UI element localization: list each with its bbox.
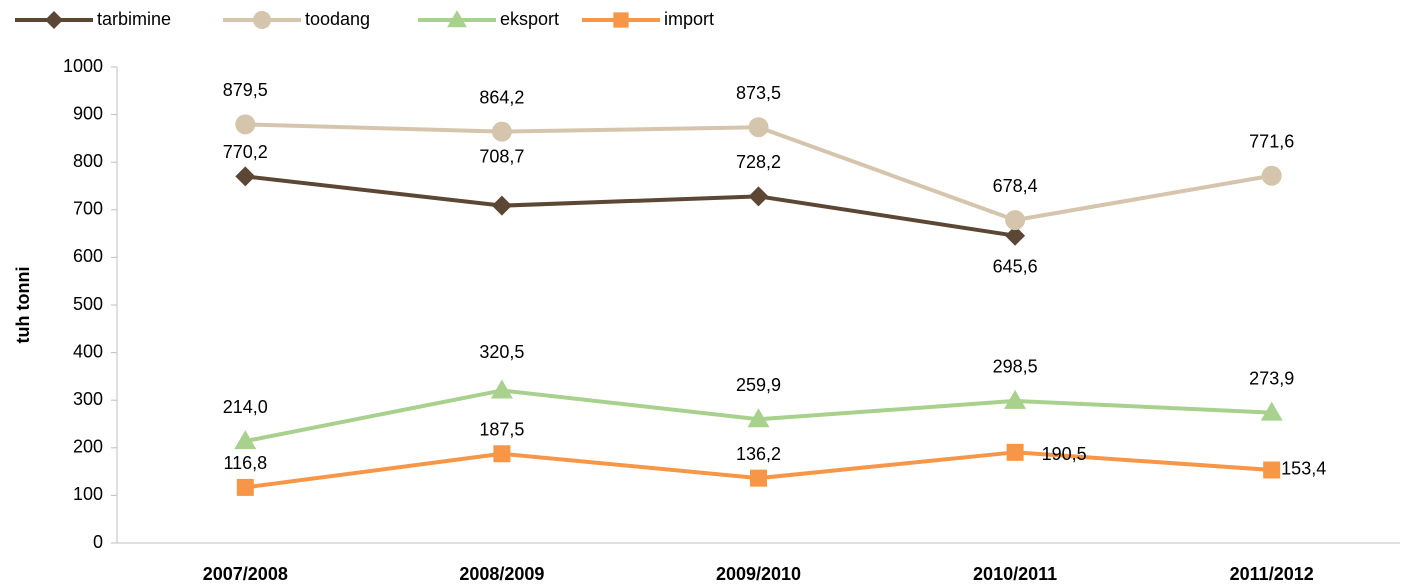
y-tick-label: 700 — [73, 199, 103, 219]
y-tick-label: 500 — [73, 294, 103, 314]
marker — [490, 379, 513, 399]
x-tick-label: 2011/2012 — [1230, 564, 1314, 584]
marker — [1004, 389, 1027, 409]
data-label: 771,6 — [1249, 131, 1294, 151]
data-label: 298,5 — [993, 357, 1038, 377]
data-label: 864,2 — [479, 87, 524, 107]
x-tick-label: 2010/2011 — [973, 564, 1057, 584]
marker — [1005, 225, 1026, 246]
marker — [747, 408, 770, 428]
y-tick-label: 200 — [73, 437, 103, 457]
data-label: 645,6 — [993, 256, 1038, 276]
data-label: 708,7 — [479, 146, 524, 166]
data-label: 873,5 — [736, 83, 781, 103]
legend-label: import — [664, 9, 714, 29]
data-label: 678,4 — [993, 176, 1038, 196]
marker — [236, 478, 254, 496]
series-line — [245, 174, 1016, 238]
y-axis-title: tuh tonni — [13, 267, 33, 344]
data-label: 728,2 — [736, 152, 781, 172]
y-tick-label: 300 — [73, 389, 103, 409]
marker — [447, 10, 467, 28]
y-tick-label: 600 — [73, 246, 103, 266]
data-label: 153,4 — [1281, 459, 1326, 479]
marker — [1260, 401, 1283, 421]
x-tick-label: 2007/2008 — [203, 564, 288, 584]
marker — [45, 11, 63, 29]
legend-label: eksport — [500, 9, 559, 29]
marker — [491, 195, 512, 216]
marker — [491, 121, 512, 142]
data-label: 116,8 — [223, 453, 267, 473]
marker — [750, 469, 767, 487]
data-label: 273,9 — [1249, 368, 1294, 388]
y-tick-label: 800 — [73, 151, 103, 171]
data-label: 320,5 — [479, 342, 524, 362]
data-label: 770,2 — [223, 142, 268, 162]
data-label: 879,5 — [223, 80, 268, 100]
y-tick-label: 100 — [73, 484, 103, 504]
data-label: 136,2 — [736, 444, 781, 464]
marker — [1261, 165, 1282, 186]
marker — [493, 445, 511, 463]
y-tick-label: 0 — [93, 532, 103, 552]
marker — [1005, 210, 1026, 231]
data-label: 259,9 — [736, 375, 781, 395]
data-label: 214,0 — [223, 397, 268, 417]
marker — [235, 114, 256, 135]
marker — [748, 186, 769, 207]
x-tick-label: 2009/2010 — [716, 564, 801, 584]
marker — [253, 11, 271, 29]
legend-label: toodang — [305, 9, 370, 29]
marker — [234, 430, 257, 450]
marker — [748, 117, 769, 138]
marker — [1006, 443, 1024, 461]
y-tick-label: 900 — [73, 103, 103, 123]
data-label: 187,5 — [479, 420, 524, 440]
x-tick-label: 2008/2009 — [459, 564, 544, 584]
y-tick-label: 400 — [73, 341, 103, 361]
marker — [613, 12, 629, 28]
marker — [1263, 461, 1281, 479]
marker — [235, 166, 256, 187]
legend-label: tarbimine — [97, 9, 171, 29]
data-label: 190,5 — [1042, 444, 1087, 464]
y-tick-label: 1000 — [63, 56, 103, 76]
